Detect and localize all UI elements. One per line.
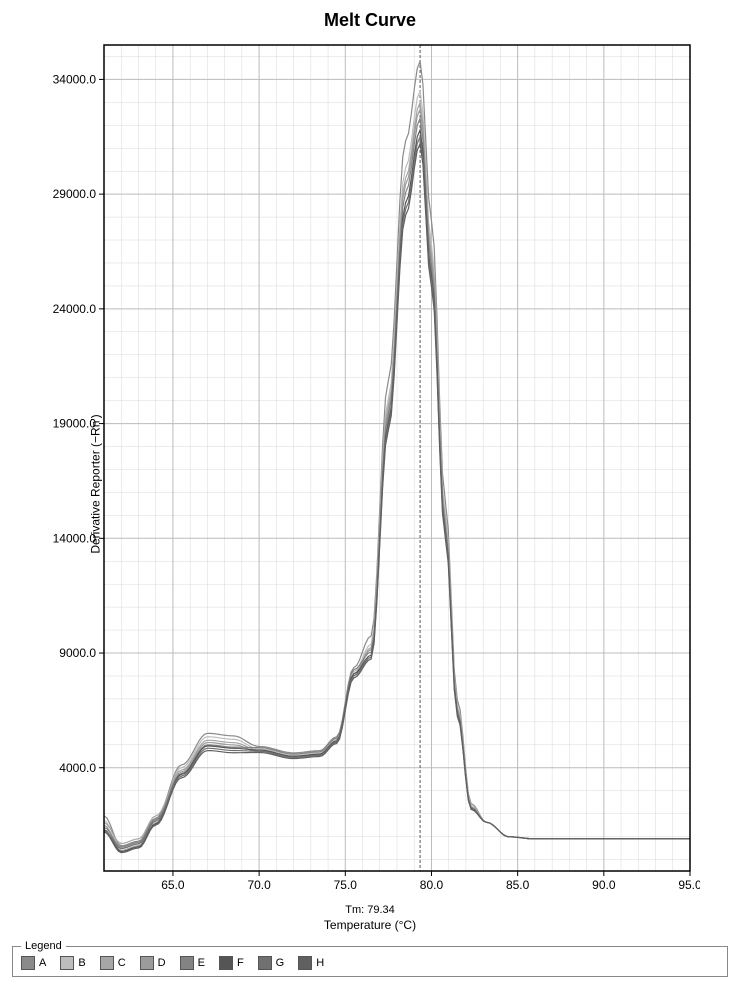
svg-text:65.0: 65.0	[161, 878, 185, 892]
svg-text:24000.0: 24000.0	[53, 302, 97, 316]
legend-label: E	[198, 957, 205, 969]
legend-item-D: D	[140, 956, 166, 970]
svg-text:29000.0: 29000.0	[53, 187, 97, 201]
legend-swatch	[219, 956, 233, 970]
legend-item-F: F	[219, 956, 244, 970]
legend-label: F	[237, 957, 244, 969]
legend-label: C	[118, 957, 126, 969]
legend-swatch	[140, 956, 154, 970]
svg-text:85.0: 85.0	[506, 878, 530, 892]
svg-text:95.0: 95.0	[678, 878, 700, 892]
legend-label: G	[276, 957, 285, 969]
svg-text:9000.0: 9000.0	[59, 646, 96, 660]
legend-swatch	[258, 956, 272, 970]
x-axis-label: Temperature (°C)	[40, 918, 700, 932]
legend-item-A: A	[21, 956, 46, 970]
legend-item-B: B	[60, 956, 85, 970]
legend-label: H	[316, 957, 324, 969]
legend-item-G: G	[258, 956, 285, 970]
legend-swatch	[100, 956, 114, 970]
svg-text:90.0: 90.0	[592, 878, 616, 892]
y-axis-label: Derivative Reporter (−Rn')	[89, 414, 103, 553]
chart-container: Derivative Reporter (−Rn') 65.0 70.0 75.0 8…	[40, 35, 700, 932]
legend-swatch	[298, 956, 312, 970]
svg-text:70.0: 70.0	[247, 878, 271, 892]
legend-item-E: E	[180, 956, 205, 970]
chart-title: Melt Curve	[10, 10, 730, 31]
legend-items: A B C D E F G H	[21, 956, 719, 970]
svg-text:4000.0: 4000.0	[59, 761, 96, 775]
legend-title: Legend	[21, 940, 66, 952]
legend-label: B	[78, 957, 85, 969]
legend-label: D	[158, 957, 166, 969]
legend-box: Legend A B C D E F G H	[12, 940, 728, 977]
legend-item-H: H	[298, 956, 324, 970]
melt-curve-plot: 65.0 70.0 75.0 80.0 85.0 90.0 95.0 4000.0 9000.0…	[40, 35, 700, 905]
tm-annotation: Tm: 79.34	[40, 904, 700, 916]
svg-text:34000.0: 34000.0	[53, 72, 97, 86]
svg-text:80.0: 80.0	[420, 878, 444, 892]
legend-item-C: C	[100, 956, 126, 970]
legend-swatch	[180, 956, 194, 970]
legend-label: A	[39, 957, 46, 969]
legend-swatch	[21, 956, 35, 970]
svg-text:75.0: 75.0	[334, 878, 358, 892]
legend-swatch	[60, 956, 74, 970]
